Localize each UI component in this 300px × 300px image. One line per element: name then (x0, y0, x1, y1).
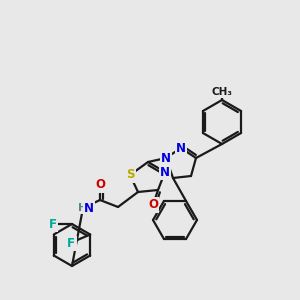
Text: N: N (84, 202, 94, 214)
Text: F: F (67, 237, 75, 250)
Text: N: N (161, 152, 171, 164)
Text: N: N (160, 166, 170, 178)
Text: O: O (148, 199, 158, 212)
Text: CH₃: CH₃ (212, 87, 233, 97)
Text: O: O (95, 178, 105, 191)
Text: F: F (49, 218, 57, 230)
Text: S: S (126, 169, 134, 182)
Text: H: H (78, 203, 88, 213)
Text: N: N (176, 142, 186, 154)
